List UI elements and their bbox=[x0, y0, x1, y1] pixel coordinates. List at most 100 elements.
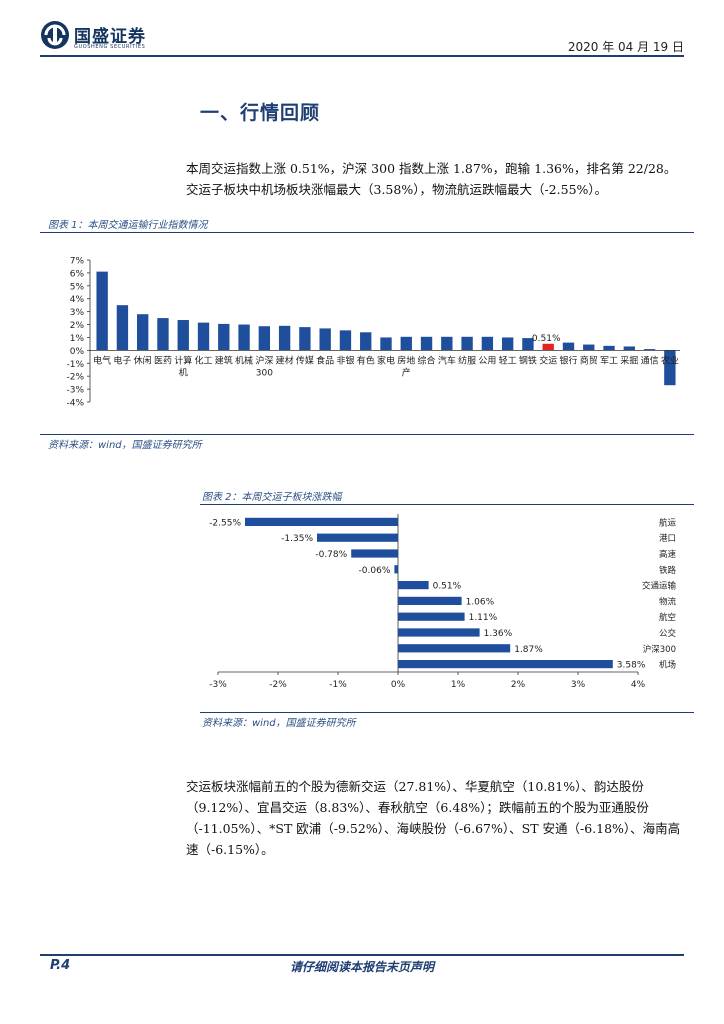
category-label: 高速 bbox=[659, 549, 677, 560]
category-label: 铁路 bbox=[659, 565, 677, 576]
bar bbox=[299, 327, 311, 351]
y-tick-label: 3% bbox=[70, 308, 85, 318]
figure1-bottom-rule bbox=[40, 434, 694, 435]
data-label: -1.35% bbox=[281, 534, 313, 544]
x-tick-label: 非银 bbox=[336, 354, 354, 366]
category-label: 物流 bbox=[659, 596, 677, 607]
category-label: 沪深300 bbox=[643, 644, 676, 655]
x-tick-label: 公用 bbox=[478, 355, 496, 366]
report-date: 2020 年 04 月 19 日 bbox=[567, 40, 684, 54]
bar bbox=[461, 336, 473, 351]
x-tick-label: 休闲 bbox=[134, 354, 152, 366]
category-label: 港口 bbox=[659, 533, 676, 544]
x-tick-label: 电气 bbox=[93, 354, 111, 366]
x-tick-label: -3% bbox=[209, 680, 227, 690]
y-tick-label: 7% bbox=[70, 257, 85, 267]
x-tick-label: -2% bbox=[269, 680, 287, 690]
data-label: -0.06% bbox=[359, 566, 391, 576]
x-tick-label-line2: 产 bbox=[402, 366, 411, 378]
bar bbox=[245, 517, 398, 527]
page-header: 国盛证券 GUOSHENG SECURITIES 2020 年 04 月 19 … bbox=[0, 0, 724, 62]
data-label: 1.36% bbox=[484, 629, 513, 639]
brand-logo: 国盛证券 GUOSHENG SECURITIES bbox=[40, 20, 170, 56]
y-tick-label: -1% bbox=[66, 360, 84, 370]
figure1-caption: 图表 1：本周交通运输行业指数情况 bbox=[48, 220, 208, 231]
figure1-source: 资料来源：wind，国盛证券研究所 bbox=[48, 440, 202, 451]
x-tick-label: 通信 bbox=[641, 354, 659, 366]
header-divider bbox=[40, 55, 684, 57]
data-label: 0.51% bbox=[532, 334, 561, 344]
x-tick-label: 0% bbox=[391, 680, 406, 690]
bar bbox=[360, 332, 372, 351]
data-label: 0.51% bbox=[433, 582, 462, 592]
x-tick-label: 传媒 bbox=[296, 354, 314, 366]
bar bbox=[542, 343, 554, 351]
bar bbox=[441, 336, 453, 351]
data-label: -0.78% bbox=[315, 550, 347, 560]
x-tick-label: 机械 bbox=[235, 354, 253, 366]
bar bbox=[623, 346, 635, 351]
x-tick-label: 化工 bbox=[195, 354, 213, 366]
x-tick-label: 食品 bbox=[316, 354, 334, 366]
bar bbox=[319, 328, 331, 351]
bar bbox=[137, 314, 149, 351]
x-tick-label: 房地 bbox=[397, 354, 415, 366]
bar bbox=[96, 271, 108, 351]
data-label: 1.87% bbox=[514, 645, 543, 655]
bar bbox=[603, 345, 615, 351]
brand-subname: GUOSHENG SECURITIES bbox=[74, 44, 146, 50]
y-tick-label: -2% bbox=[66, 373, 84, 383]
y-tick-label: 5% bbox=[70, 282, 85, 292]
market-review-paragraph: 本周交运指数上涨 0.51%，沪深 300 指数上涨 1.87%，跑输 1.36… bbox=[186, 161, 677, 197]
x-tick-label: 电子 bbox=[113, 354, 131, 366]
figure2-source: 资料来源：wind，国盛证券研究所 bbox=[202, 718, 356, 729]
bar bbox=[398, 659, 613, 669]
bar bbox=[157, 318, 169, 351]
data-label: 3.58% bbox=[617, 661, 646, 671]
bar bbox=[400, 336, 412, 351]
x-tick-label: 3% bbox=[571, 680, 586, 690]
x-tick-label: 钢铁 bbox=[519, 354, 537, 366]
y-tick-label: 1% bbox=[70, 334, 85, 344]
x-tick-label: 1% bbox=[451, 680, 466, 690]
x-tick-label: 有色 bbox=[357, 354, 375, 366]
footer-disclaimer: 请仔细阅读本报告末页声明 bbox=[289, 960, 434, 974]
x-tick-label: 纺服 bbox=[458, 354, 476, 366]
x-tick-label: 计算 bbox=[174, 354, 192, 366]
bar bbox=[380, 337, 392, 351]
bar bbox=[562, 342, 575, 351]
bar bbox=[218, 323, 230, 351]
bar bbox=[420, 336, 433, 351]
bar bbox=[278, 325, 291, 351]
bar bbox=[339, 330, 352, 351]
x-tick-label: 军工 bbox=[600, 355, 618, 366]
figure2-top-rule bbox=[200, 504, 694, 505]
figure1-top-rule bbox=[40, 232, 694, 233]
category-label: 航空 bbox=[659, 612, 676, 623]
bar bbox=[398, 644, 511, 653]
x-tick-label: 建筑 bbox=[215, 354, 233, 366]
x-tick-label: 商贸 bbox=[580, 354, 598, 366]
x-tick-label: 交运 bbox=[539, 354, 557, 366]
bar bbox=[583, 344, 595, 351]
x-tick-label-line2: 300 bbox=[256, 368, 273, 378]
data-label: -2.55% bbox=[209, 518, 241, 528]
x-tick-label: 家电 bbox=[377, 354, 395, 366]
bar bbox=[664, 350, 676, 386]
y-tick-label: -3% bbox=[66, 386, 84, 396]
brand-name: 国盛证券 bbox=[74, 27, 146, 47]
bar bbox=[177, 320, 189, 351]
bar bbox=[351, 549, 398, 558]
x-tick-label: 医药 bbox=[154, 355, 172, 366]
bar bbox=[522, 338, 534, 351]
category-label: 机场 bbox=[659, 660, 676, 671]
data-label: 1.11% bbox=[469, 613, 498, 623]
bar bbox=[394, 565, 398, 574]
x-tick-label: 沪深 bbox=[255, 354, 273, 366]
footer-divider bbox=[40, 954, 684, 956]
category-label: 公交 bbox=[659, 628, 677, 639]
x-tick-label: 汽车 bbox=[438, 354, 456, 366]
bar bbox=[643, 349, 656, 351]
industry-index-chart: -4% -3% -2% -1% 0% 1% 2% 3% 4% 5% 6% 7% 电气 电子 休闲 医药 计算机化… bbox=[66, 257, 680, 409]
x-tick-label: 综合 bbox=[418, 354, 436, 366]
